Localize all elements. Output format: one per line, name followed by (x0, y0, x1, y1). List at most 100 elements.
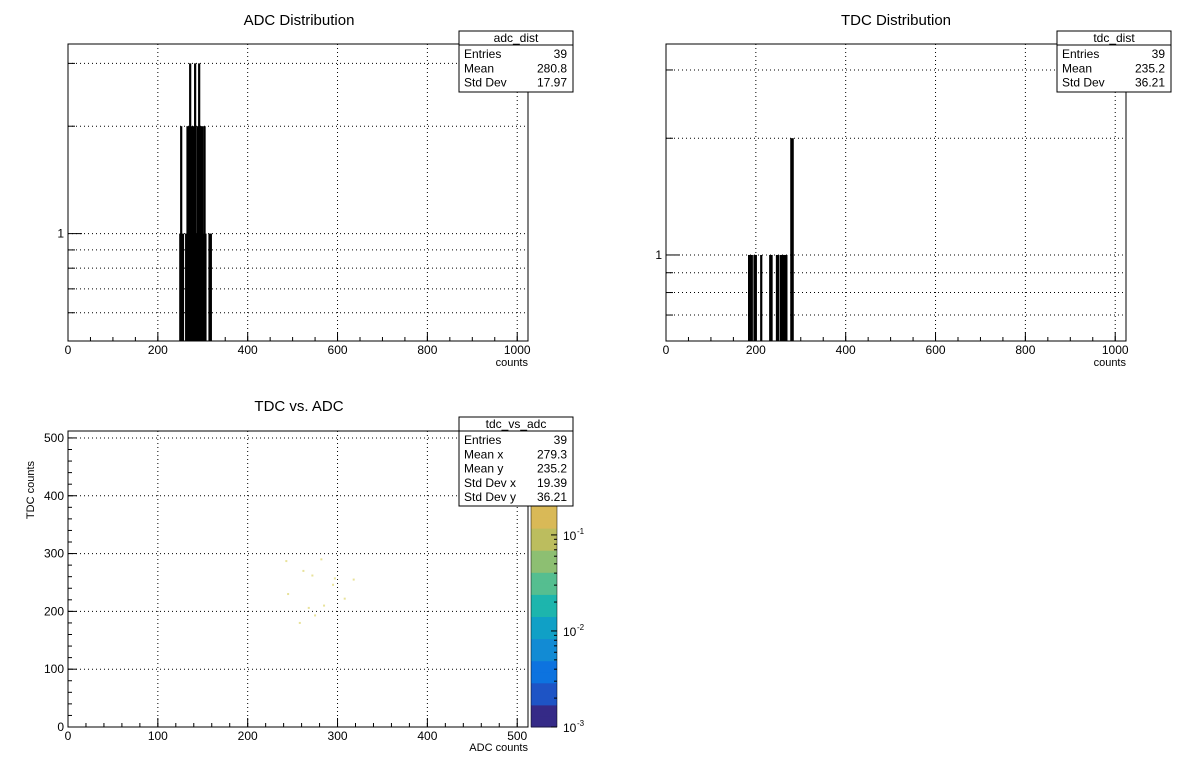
tdc_vs_adc-title: TDC vs. ADC (254, 398, 343, 415)
adc_dist-stats-label: Mean (464, 61, 494, 75)
tdc_dist-x-tick-label: 0 (663, 343, 670, 357)
adc_dist-frame (67, 43, 529, 342)
tdc_dist-frame (665, 43, 1127, 342)
tdc_vs_adc-x-tick-label: 400 (417, 729, 437, 743)
tdc_vs_adc-z-scale-segment (531, 671, 557, 684)
adc_dist-bar (209, 233, 212, 341)
adc_dist-stats-label: Entries (464, 47, 501, 61)
tdc_dist-bar (781, 254, 784, 341)
tdc_dist-stats-value: 235.2 (1135, 61, 1165, 75)
tdc_vs_adc-z-scale-segment (531, 528, 557, 540)
tdc_dist-bar (782, 254, 785, 341)
adc_dist-stats-name: adc_dist (494, 31, 539, 45)
tdc_vs_adc-z-scale-segment (531, 550, 557, 562)
tdc_vs_adc-cell (307, 606, 310, 609)
adc_dist-bar (189, 63, 192, 342)
tdc_vs_adc-z-scale-segment (531, 616, 557, 629)
adc_dist-x-tick-label: 1000 (504, 343, 531, 357)
tdc_dist-bar (775, 254, 779, 341)
tdc_vs_adc-z-scale-segment (531, 638, 557, 651)
adc_dist-x-tick-label: 400 (238, 343, 258, 357)
adc_dist-stats-frame (458, 30, 574, 93)
adc_dist-bar (204, 233, 207, 341)
tdc_dist-x-tick-label: 800 (1015, 343, 1035, 357)
tdc_dist-bar (748, 254, 751, 341)
tdc_dist-bar (753, 254, 756, 341)
tdc_dist-bar (754, 254, 757, 341)
adc_dist-stats-value: 280.8 (537, 61, 567, 75)
tdc_dist-x-axis-label: counts (1094, 357, 1127, 369)
tdc_vs_adc-z-scale-segment (531, 572, 557, 584)
tdc_vs_adc-y-tick-label: 300 (44, 547, 64, 561)
tdc_vs_adc-stats-box: tdc_vs_adc Entries 39 Mean x 279.3 Mean y 235.… (458, 416, 574, 507)
adc_dist-stats-box: adc_dist Entries 39 Mean 280.8 Std Dev 17.97 (458, 30, 574, 93)
tdc_dist-stats-label: Entries (1062, 47, 1099, 61)
adc_dist-stats-value: 17.97 (537, 76, 567, 90)
tdc_vs_adc-stats-label: Std Dev y (464, 490, 516, 504)
tdc_dist-stats-label: Std Dev (1062, 76, 1105, 90)
tdc_vs_adc-z-scale-segment (531, 682, 557, 695)
adc_dist-panel: ADC Distribution 0 200 400 600 800 1000 1 counts… (57, 12, 574, 369)
adc_dist-stats-value: 39 (554, 47, 568, 61)
tdc_vs_adc-z-scale-segment (531, 506, 557, 518)
adc_dist-y-tick-label: 1 (57, 227, 64, 241)
tdc_dist-x-tick-label: 1000 (1102, 343, 1129, 357)
tdc_dist-bar (779, 254, 783, 341)
tdc_dist-x-tick-label: 600 (926, 343, 946, 357)
tdc_vs_adc-z-scale-segment (531, 649, 557, 662)
tdc_vs_adc-stats-name: tdc_vs_adc (486, 417, 547, 431)
adc_dist-bar (185, 233, 188, 341)
tdc_vs_adc-stats-value: 279.3 (537, 447, 567, 461)
tdc_dist-bar (790, 138, 793, 341)
tdc_vs_adc-z-tick-label-exponent: -1 (577, 527, 585, 536)
tdc_vs_adc-y-tick-label: 500 (44, 431, 64, 445)
adc_dist-x-tick-label: 600 (328, 343, 348, 357)
tdc_dist-stats-frame (1056, 30, 1172, 93)
tdc_dist-bar (785, 254, 788, 341)
tdc_vs_adc-z-scale-segment (531, 517, 557, 529)
tdc_dist-panel: TDC Distribution 0 200 400 600 800 1000 1 counts… (655, 12, 1172, 369)
tdc_vs_adc-z-scale-segment (531, 715, 557, 728)
tdc_vs_adc-z-tick-label-base: 10 (563, 529, 577, 543)
tdc_vs_adc-stats-label: Mean y (464, 462, 503, 476)
adc_dist-x-tick-label: 0 (65, 343, 72, 357)
tdc_dist-stats-name: tdc_dist (1093, 31, 1135, 45)
tdc_vs_adc-x-tick-label: 100 (148, 729, 168, 743)
tdc_vs_adc-x-tick-label: 0 (65, 729, 72, 743)
tdc_vs_adc-stats-label: Std Dev x (464, 476, 516, 490)
tdc_dist-bar (760, 254, 763, 341)
adc_dist-x-tick-label: 200 (148, 343, 168, 357)
adc_dist-bar (194, 63, 197, 342)
tdc_vs_adc-stats-frame (458, 416, 574, 507)
adc_dist-bar (181, 233, 185, 341)
adc_dist-title: ADC Distribution (244, 12, 355, 29)
tdc_vs_adc-cell (287, 593, 290, 596)
tdc_vs_adc-cell (332, 583, 335, 586)
tdc_vs_adc-x-tick-label: 300 (328, 729, 348, 743)
tdc_vs_adc-cell (333, 577, 336, 580)
tdc_vs_adc-x-tick-label: 500 (507, 729, 527, 743)
tdc_dist-bar (791, 138, 794, 341)
tdc_vs_adc-cell (352, 578, 355, 581)
tdc_vs_adc-z-scale-segment (531, 693, 557, 706)
tdc_vs_adc-cell (311, 574, 314, 577)
tdc_dist-bar (749, 254, 752, 341)
tdc_dist-bar (750, 254, 753, 341)
tdc_vs_adc-cell (285, 560, 288, 563)
adc_dist-bar (198, 63, 201, 342)
tdc_vs_adc-z-scale-segment (531, 539, 557, 551)
tdc_vs_adc-y-tick-label: 100 (44, 662, 64, 676)
tdc_vs_adc-z-scale-segment (531, 704, 557, 717)
tdc_vs_adc-z-scale-segment (531, 605, 557, 617)
tdc_vs_adc-z-scale-segment (531, 583, 557, 595)
tdc_vs_adc-cell (314, 614, 317, 617)
adc_dist-x-tick-label: 800 (417, 343, 437, 357)
tdc_vs_adc-cell (320, 558, 323, 561)
tdc_vs_adc-z-scale-segment (531, 561, 557, 573)
tdc_dist-stats-value: 36.21 (1135, 76, 1165, 90)
tdc_vs_adc-stats-value: 36.21 (537, 490, 567, 504)
tdc_dist-x-tick-label: 200 (746, 343, 766, 357)
tdc_dist-bar (770, 254, 773, 341)
tdc_vs_adc-y-axis-label: TDC counts (25, 461, 37, 520)
